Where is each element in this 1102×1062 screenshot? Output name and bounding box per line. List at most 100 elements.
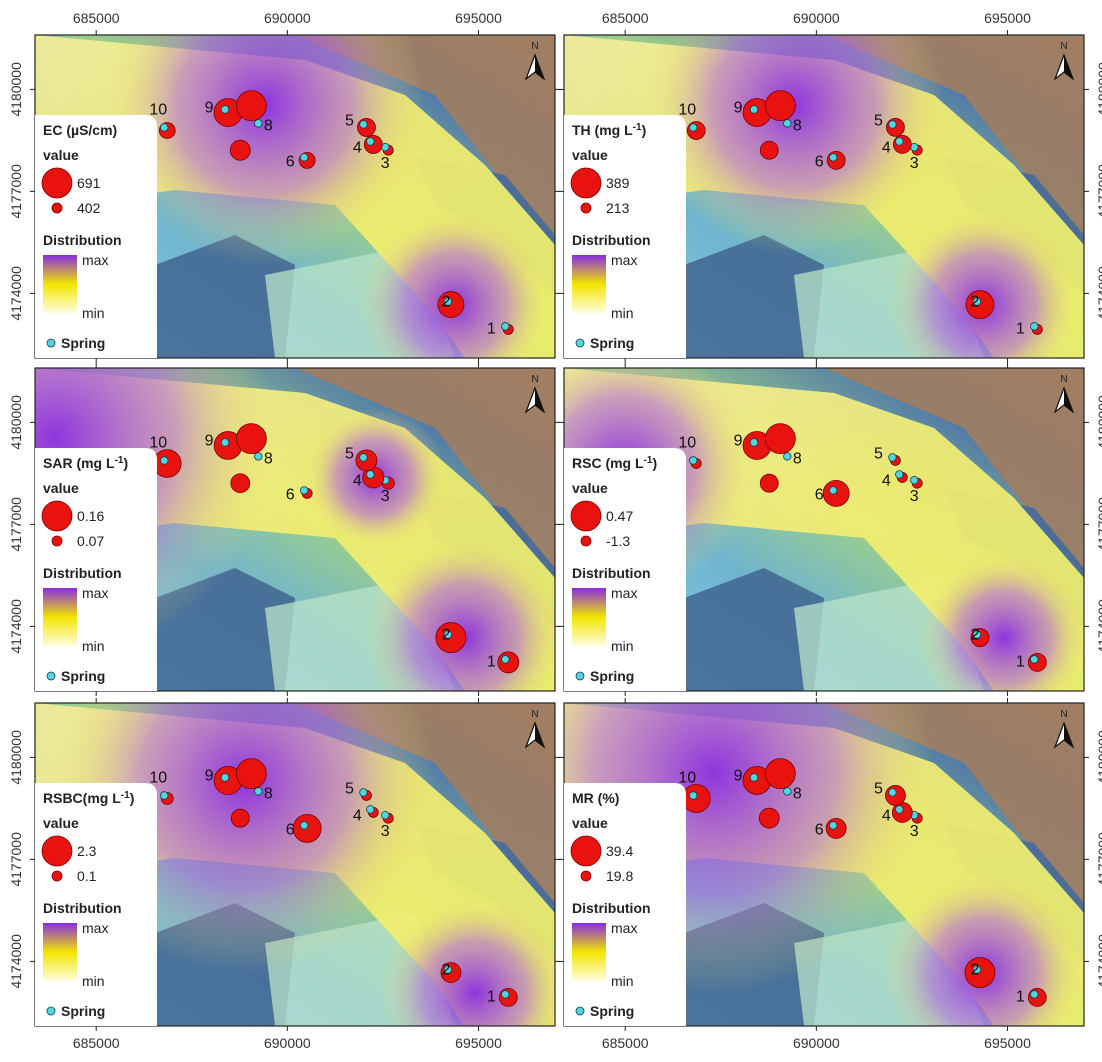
y-tick-label: 4174000 [8,934,24,989]
y-tick-label: 4174000 [1095,934,1102,989]
distribution-bar [572,923,606,981]
site-label: 3 [910,155,919,172]
x-tick-label: 695000 [455,1035,502,1051]
spring [221,106,229,114]
site-label: 1 [487,320,496,337]
value-circle [499,988,517,1006]
north-label: N [1060,374,1067,385]
legend-min-circle [581,871,591,881]
y-tick-label: 4180000 [1095,730,1102,785]
x-tick-label: 685000 [73,1035,120,1051]
spring [910,476,918,484]
value-circle [765,424,795,454]
legend-title: EC (µS/cm) [43,122,117,138]
value-circle [293,814,321,842]
y-tick-label: 4177000 [8,164,24,219]
spring [300,154,308,162]
distribution-max: max [611,920,637,936]
legend-max-value: 39.4 [606,843,633,859]
site-label: 6 [815,153,824,170]
site-label: 1 [1016,320,1025,337]
north-label: N [531,374,538,385]
legend-min-value: 0.1 [77,868,97,884]
spring [829,487,837,495]
site-label: 2 [970,962,979,979]
distribution-bar [43,923,77,981]
spring [829,822,837,830]
spring [896,471,904,479]
north-label: N [531,41,538,52]
y-tick-label: 4180000 [8,730,24,785]
y-tick-label: 4177000 [1095,832,1102,887]
site-label: 1 [1016,653,1025,670]
legend-min-value: 19.8 [606,868,633,884]
site-label: 4 [882,139,891,156]
value-circle [893,135,911,153]
site-label: 4 [882,472,891,489]
spring [1030,991,1038,999]
distribution-max: max [82,920,108,936]
legend: RSC (mg L-1)value0.47-1.3Distributionmax… [564,448,686,691]
spring [750,439,758,447]
value-circle [236,759,266,789]
site-label: 5 [345,445,354,462]
value-circle [759,808,779,828]
legend-title-part: TH (mg L [572,122,633,138]
distribution-bar [43,255,77,313]
site-label: 1 [487,988,496,1005]
spring [221,774,229,782]
value-circle [364,135,382,153]
distribution-min: min [82,638,105,654]
x-tick-label: 690000 [264,10,311,26]
spring [783,120,791,128]
spring [300,822,308,830]
value-circle [886,118,904,136]
site-label: 10 [678,101,696,118]
y-tick-label: 4180000 [8,395,24,450]
legend-min-value: 0.07 [77,533,104,549]
spring [254,788,262,796]
value-circle [826,818,846,838]
value-circle [236,424,266,454]
site-label: 2 [441,627,450,644]
legend: SAR (mg L-1)value0.160.07Distributionmax… [35,448,157,691]
figure: 1 2 3 4 5 6 8 9 10 685000 690000 695000 4174000 41770… [0,0,1102,1057]
legend-spring: Spring [61,335,105,351]
spring [160,457,168,465]
distribution-bar [572,588,606,646]
site-label: 3 [381,823,390,840]
spring [889,121,897,129]
value-circle [230,140,250,160]
legend-max-value: 389 [606,175,630,191]
value-circle [765,759,795,789]
site-label: 1 [487,653,496,670]
site-label: 8 [264,785,273,802]
legend-max-circle [42,168,72,198]
site-label: 6 [286,486,295,503]
site-label: 6 [286,153,295,170]
site-label: 9 [205,432,214,449]
y-tick-label: 4174000 [1095,266,1102,321]
value-circle [236,91,266,121]
distribution-max: max [611,252,637,268]
site-label: 5 [874,112,883,129]
distribution-max: max [82,585,108,601]
distribution-min: min [82,305,105,321]
spring [160,792,168,800]
legend-value-head: value [572,480,608,496]
distribution-min: min [82,973,105,989]
legend-max-circle [571,836,601,866]
spring [750,106,758,114]
legend-title-part: EC (µS/cm) [43,122,117,138]
legend-max-value: 0.16 [77,508,104,524]
value-circle [231,474,250,493]
site-label: 4 [882,807,891,824]
site-label: 4 [353,472,362,489]
site-label: 2 [970,294,979,311]
legend-spring-dot [47,672,55,680]
x-tick-label: 695000 [984,10,1031,26]
y-tick-label: 4180000 [1095,395,1102,450]
site-label: 8 [793,785,802,802]
legend-max-circle [42,501,72,531]
legend-spring-dot [576,1007,584,1015]
